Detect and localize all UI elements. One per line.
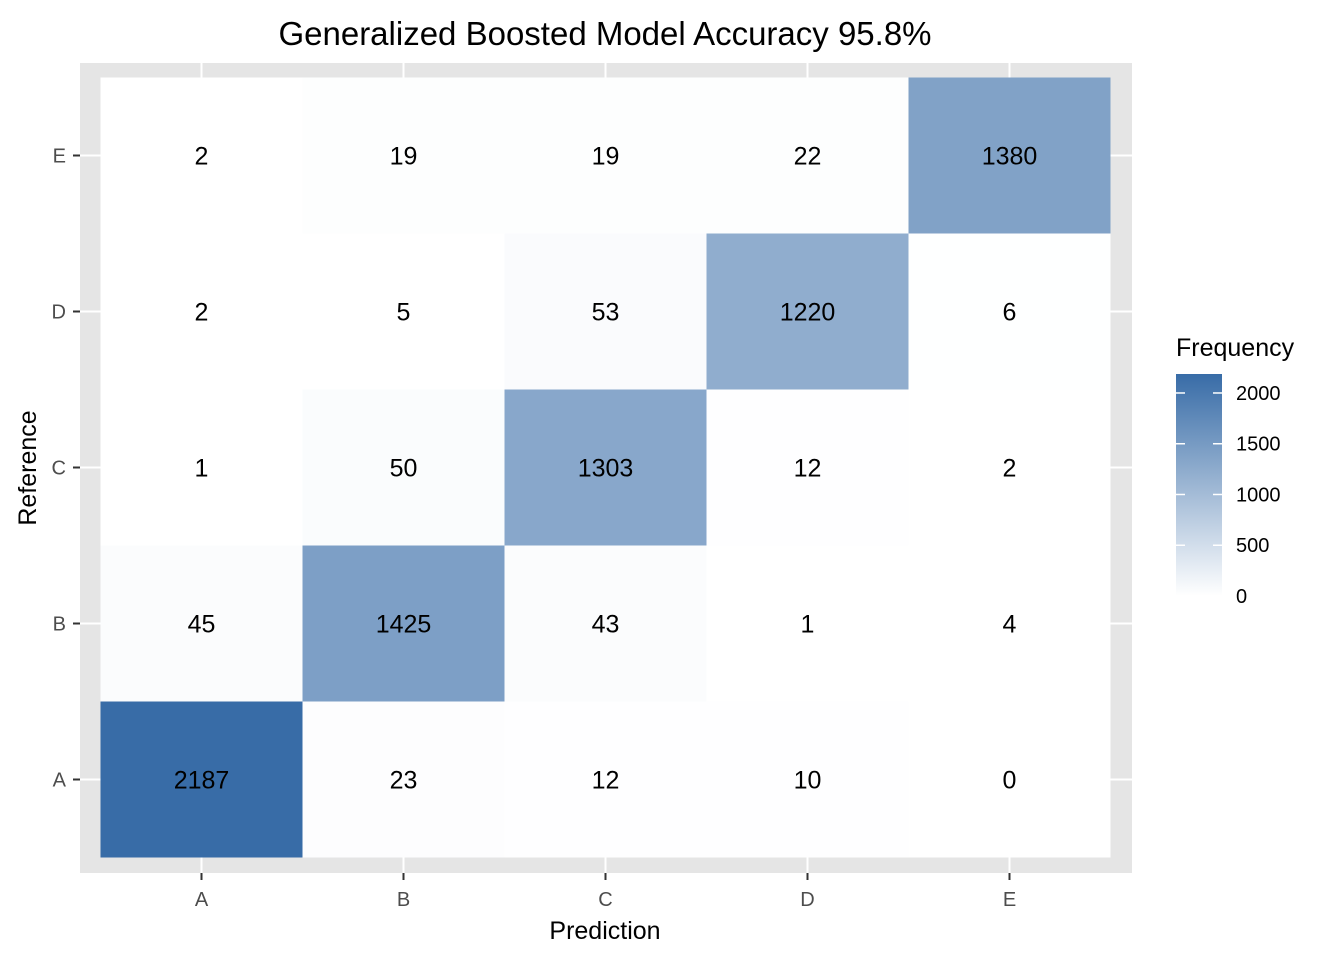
- cell-value-label: 1380: [982, 143, 1038, 171]
- cell-value-label: 43: [592, 611, 620, 639]
- heatmap-cell-labels: 2187 23 12 10 045 1425 43 1 41 50 1303 12 22 5 53 1220 6…: [174, 143, 1038, 795]
- heatmap-cells: [100, 77, 1111, 858]
- cell-value-label: 22: [794, 143, 822, 171]
- cell-value-label: 0: [1003, 767, 1017, 795]
- heatmap-cell: [504, 233, 707, 390]
- cell-value-label: 53: [592, 299, 620, 327]
- heatmap-cell: [908, 233, 1111, 390]
- legend-tick-label: 1500: [1236, 434, 1281, 456]
- y-tick-label: A: [53, 770, 67, 792]
- chart-title: Generalized Boosted Model Accuracy 95.8%: [278, 15, 931, 52]
- heatmap-cell: [908, 701, 1111, 858]
- heatmap-cell: [706, 233, 909, 390]
- x-tick-label: B: [397, 889, 410, 911]
- legend: Frequency 0 500 1000 1500 2000: [1176, 334, 1295, 608]
- cell-value-label: 5: [397, 299, 411, 327]
- heatmap-cell: [504, 701, 707, 858]
- x-axis: A B C D E: [195, 873, 1016, 911]
- heatmap-cell: [100, 545, 303, 702]
- cell-value-label: 1303: [578, 455, 634, 483]
- x-axis-title: Prediction: [549, 917, 660, 945]
- cell-value-label: 50: [390, 455, 418, 483]
- heatmap-cell: [706, 389, 909, 546]
- cell-value-label: 2187: [174, 767, 230, 795]
- legend-tick-label: 500: [1236, 535, 1269, 557]
- heatmap-cell: [100, 77, 303, 234]
- heatmap-cell: [302, 389, 505, 546]
- cell-value-label: 2: [1003, 455, 1017, 483]
- legend-tick-label: 1000: [1236, 484, 1281, 506]
- cell-value-label: 2: [195, 143, 209, 171]
- cell-value-label: 1: [801, 611, 815, 639]
- y-tick-label: C: [52, 458, 66, 480]
- legend-title: Frequency: [1176, 334, 1295, 362]
- cell-value-label: 10: [794, 767, 822, 795]
- legend-tick-label: 0: [1236, 586, 1247, 608]
- cell-value-label: 1425: [376, 611, 432, 639]
- cell-value-label: 19: [390, 143, 418, 171]
- heatmap-cell: [302, 77, 505, 234]
- heatmap-cell: [706, 545, 909, 702]
- heatmap-cell: [504, 389, 707, 546]
- y-tick-label: D: [52, 302, 66, 324]
- legend-colorbar: [1176, 374, 1222, 596]
- y-axis: A B C D E: [52, 146, 80, 792]
- legend-ticks: 0 500 1000 1500 2000: [1176, 383, 1281, 608]
- heatmap-cell: [504, 545, 707, 702]
- cell-value-label: 1: [195, 455, 209, 483]
- heatmap-cell: [908, 545, 1111, 702]
- y-axis-title: Reference: [14, 410, 42, 525]
- heatmap-cell: [100, 233, 303, 390]
- heatmap-cell: [908, 77, 1111, 234]
- heatmap-cell: [908, 389, 1111, 546]
- cell-value-label: 12: [794, 455, 822, 483]
- heatmap-cell: [100, 701, 303, 858]
- y-tick-label: B: [53, 614, 66, 636]
- x-tick-label: E: [1003, 889, 1016, 911]
- x-tick-label: D: [800, 889, 814, 911]
- cell-value-label: 2: [195, 299, 209, 327]
- y-tick-label: E: [53, 146, 66, 168]
- cell-value-label: 4: [1003, 611, 1017, 639]
- heatmap-cell: [706, 77, 909, 234]
- heatmap-cell: [302, 545, 505, 702]
- cell-value-label: 23: [390, 767, 418, 795]
- legend-tick-label: 2000: [1236, 383, 1281, 405]
- x-tick-label: A: [195, 889, 209, 911]
- heatmap-cell: [302, 233, 505, 390]
- heatmap-cell: [504, 77, 707, 234]
- cell-value-label: 1220: [780, 299, 836, 327]
- cell-value-label: 12: [592, 767, 620, 795]
- heatmap-cell: [100, 389, 303, 546]
- heatmap-cell: [706, 701, 909, 858]
- cell-value-label: 6: [1003, 299, 1017, 327]
- heatmap-cell: [302, 701, 505, 858]
- cell-value-label: 45: [188, 611, 216, 639]
- cell-value-label: 19: [592, 143, 620, 171]
- x-tick-label: C: [598, 889, 612, 911]
